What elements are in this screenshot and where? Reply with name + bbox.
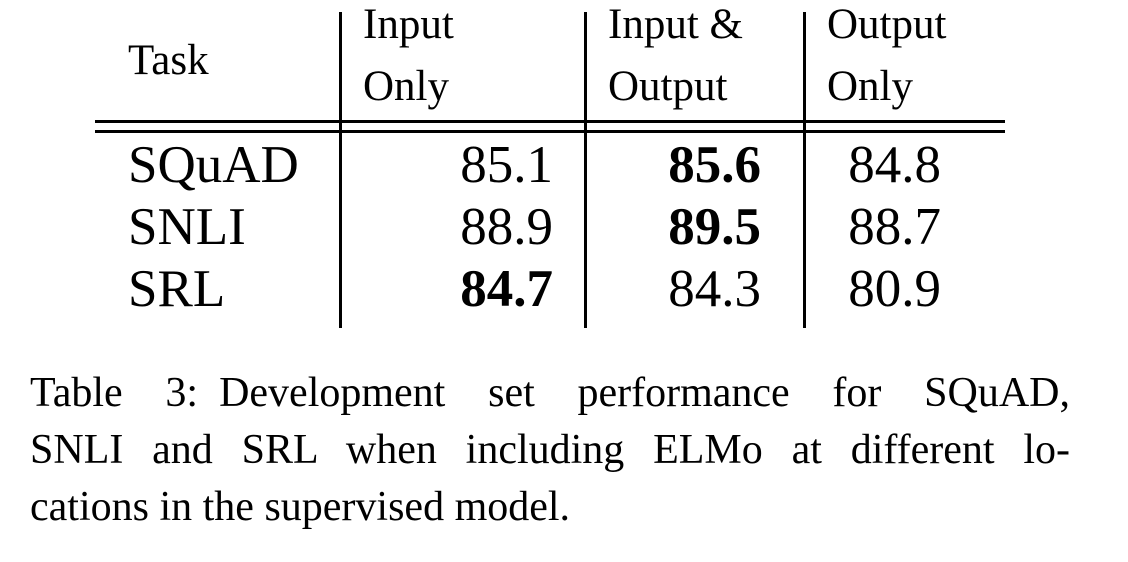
cell-squad-output-only: 84.8 xyxy=(848,136,941,194)
cell-srl-output-only: 80.9 xyxy=(848,260,941,318)
header-cell-input-only: Input Only xyxy=(339,0,584,120)
row-label-srl: SRL xyxy=(128,260,226,318)
caption-line-2: SNLI and SRL when including ELMo at diff… xyxy=(30,427,1070,473)
caption-line-3: cations in the supervised model. xyxy=(30,484,571,530)
header-cell-input-and-output: Input & Output xyxy=(584,0,803,120)
row-label-snli: SNLI xyxy=(128,198,246,256)
header-label-task: Task xyxy=(128,36,209,84)
header-double-rule xyxy=(95,120,1005,133)
header-label-output2: Output xyxy=(827,1,947,48)
header-cell-task: Task xyxy=(95,0,339,120)
row-label-squad: SQuAD xyxy=(128,136,299,194)
header-label-only: Only xyxy=(363,63,449,110)
cell-snli-output-only: 88.7 xyxy=(848,198,941,256)
column-divider-2 xyxy=(584,12,587,328)
cell-snli-input-only: 88.9 xyxy=(460,198,553,256)
cell-srl-input-and-output: 84.3 xyxy=(668,260,761,318)
table-caption: Table 3: Development set performance for… xyxy=(30,365,1070,536)
caption-line-1: Table 3: Development set performance for… xyxy=(30,370,1070,416)
cell-snli-input-and-output: 89.5 xyxy=(668,198,761,256)
cell-squad-input-and-output: 85.6 xyxy=(668,136,761,194)
cell-squad-input-only: 85.1 xyxy=(460,136,553,194)
header-label-input-amp: Input & xyxy=(608,1,743,48)
header-label-output: Output xyxy=(608,63,728,110)
header-label-input: Input xyxy=(363,1,454,48)
cell-srl-input-only: 84.7 xyxy=(460,260,553,318)
column-divider-1 xyxy=(339,12,342,328)
header-label-only2: Only xyxy=(827,63,913,110)
header-cell-output-only: Output Only xyxy=(803,0,1005,120)
rule-spacer xyxy=(95,120,1005,134)
results-table: Task Input Only Input & Output Output On… xyxy=(95,0,1005,320)
column-divider-3 xyxy=(803,12,806,328)
